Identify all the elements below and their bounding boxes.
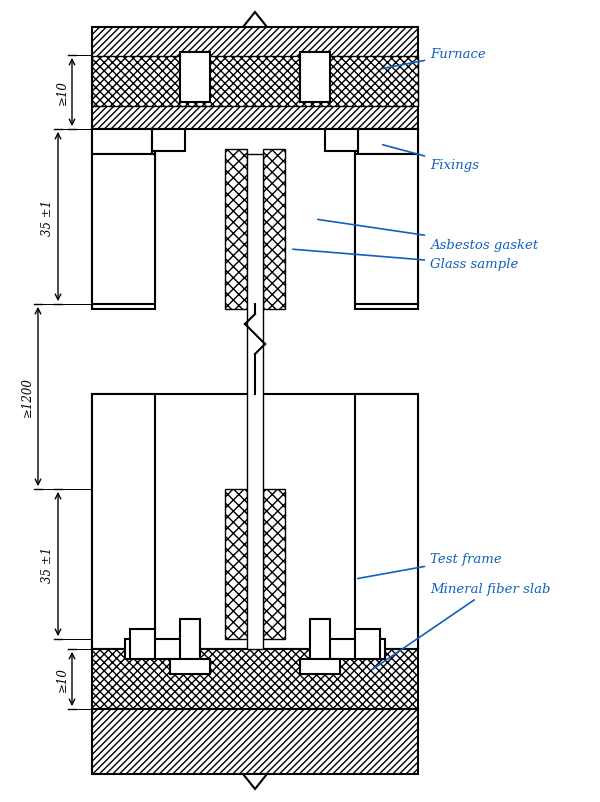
Bar: [92, 395, 155, 649]
Bar: [263, 489, 285, 639]
Bar: [325, 130, 358, 152]
Text: Mineral fiber slab: Mineral fiber slab: [372, 583, 551, 670]
Bar: [263, 150, 285, 310]
Bar: [92, 130, 152, 155]
Bar: [310, 619, 330, 674]
Bar: [92, 28, 418, 130]
Polygon shape: [243, 13, 267, 28]
Text: Fixings: Fixings: [383, 145, 479, 172]
Bar: [180, 53, 210, 103]
Bar: [125, 639, 185, 659]
Bar: [358, 130, 418, 155]
Bar: [92, 155, 155, 305]
Text: Furnace: Furnace: [383, 48, 486, 70]
Bar: [92, 395, 418, 649]
Text: Test frame: Test frame: [358, 553, 502, 579]
Text: ≥10: ≥10: [56, 80, 68, 105]
Bar: [92, 649, 418, 709]
Bar: [92, 709, 418, 774]
Text: Asbestos gasket: Asbestos gasket: [318, 220, 538, 251]
Bar: [355, 155, 418, 305]
Bar: [130, 630, 155, 659]
Text: 35 ±1: 35 ±1: [41, 199, 53, 235]
Polygon shape: [92, 130, 155, 310]
Text: Glass sample: Glass sample: [293, 250, 518, 271]
Bar: [300, 659, 340, 674]
Bar: [355, 395, 418, 649]
Polygon shape: [355, 130, 418, 310]
Bar: [152, 130, 185, 152]
Bar: [92, 57, 418, 107]
Bar: [225, 150, 247, 310]
Text: 35 ±1: 35 ±1: [41, 546, 53, 582]
Bar: [247, 155, 263, 649]
Text: ≥1200: ≥1200: [20, 377, 34, 417]
Bar: [170, 659, 210, 674]
Bar: [355, 630, 380, 659]
Bar: [180, 619, 200, 674]
Text: ≥10: ≥10: [56, 666, 68, 691]
Bar: [325, 639, 385, 659]
Polygon shape: [243, 774, 267, 789]
Bar: [300, 53, 330, 103]
Bar: [225, 489, 247, 639]
